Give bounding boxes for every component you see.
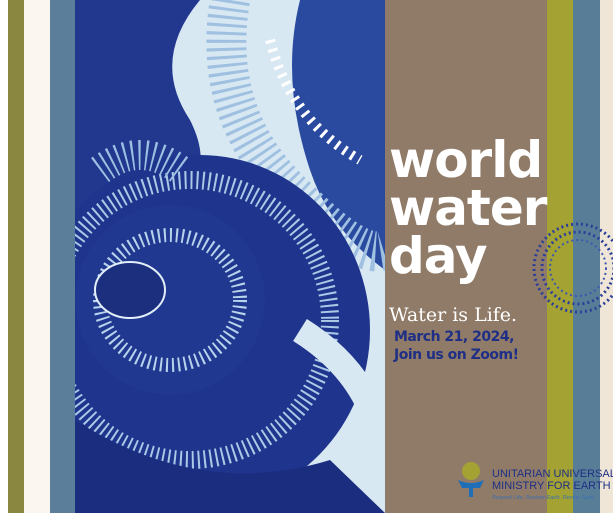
poster-art: world water day Water is Life. March 21,… xyxy=(0,0,613,515)
tie-dye-art xyxy=(30,0,385,513)
tagline: Water is Life. xyxy=(389,304,517,326)
org-motto: Respect Life. Restore Earth. Renew Spiri… xyxy=(492,495,594,501)
headline-line: day xyxy=(389,227,487,285)
org-name: MINISTRY FOR EARTH xyxy=(492,480,611,492)
poster: world water day Water is Life. March 21,… xyxy=(0,0,613,515)
event-location: Join us on Zoom! xyxy=(393,347,518,363)
org-name: UNITARIAN UNIVERSALIST xyxy=(492,468,613,480)
event-date: March 21, 2024, xyxy=(394,329,514,345)
